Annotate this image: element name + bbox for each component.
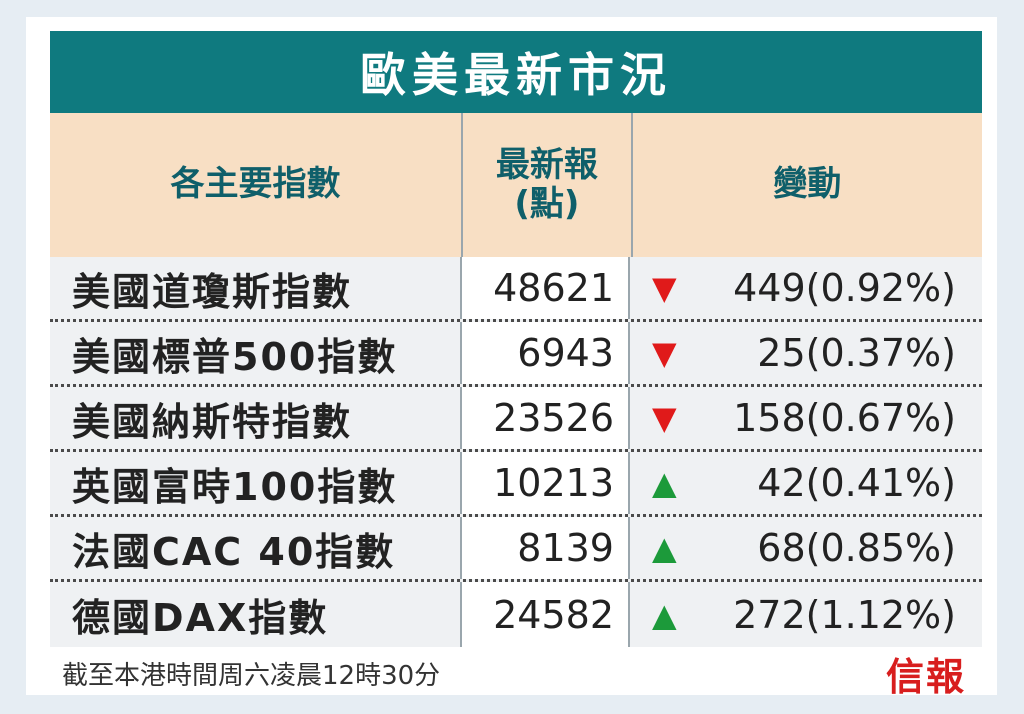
page-title: 歐美最新市況 [360,48,672,102]
title-bar: 歐美最新市況 [50,31,982,113]
table-body: 美國道瓊斯指數 48621 ▼ 449(0.92%) 美國標普500指數 694… [50,257,982,647]
change-text: 42(0.41%) [757,461,956,505]
footnote: 截至本港時間周六凌晨12時30分 [62,660,441,691]
direction-arrow-icon: ▲ [652,595,677,634]
index-change: ▲ 42(0.41%) [630,452,982,514]
table-row: 美國道瓊斯指數 48621 ▼ 449(0.92%) [50,257,982,322]
index-value: 48621 [462,257,630,319]
index-value: 10213 [462,452,630,514]
index-change: ▼ 25(0.37%) [630,322,982,384]
direction-arrow-icon: ▼ [652,334,677,372]
index-change: ▲ 272(1.12%) [630,582,982,647]
footer: 截至本港時間周六凌晨12時30分 信報 [50,647,982,699]
index-name: 美國道瓊斯指數 [50,257,462,319]
table-row: 美國納斯特指數 23526 ▼ 158(0.67%) [50,387,982,452]
direction-arrow-icon: ▲ [652,529,677,567]
header-latest: 最新報 (點) [463,113,633,257]
index-change: ▼ 158(0.67%) [630,387,982,449]
header-index: 各主要指數 [50,113,464,257]
index-name: 英國富時100指數 [50,452,462,514]
change-text: 449(0.92%) [733,266,956,310]
index-name: 美國標普500指數 [50,322,462,384]
index-name: 德國DAX指數 [50,582,462,647]
change-text: 272(1.12%) [733,592,956,637]
direction-arrow-icon: ▼ [652,399,677,437]
hkej-logo: 信報 [885,653,966,699]
market-table: 歐美最新市況 各主要指數 最新報 (點) 變動 美國道瓊斯指數 48621 ▼ … [50,31,982,699]
change-text: 25(0.37%) [757,331,956,375]
index-change: ▲ 68(0.85%) [630,517,982,579]
change-text: 158(0.67%) [733,396,956,440]
index-value: 8139 [462,517,630,579]
table-row: 法國CAC 40指數 8139 ▲ 68(0.85%) [50,517,982,582]
index-change: ▼ 449(0.92%) [630,257,982,319]
header-latest-line1: 最新報 [495,144,598,185]
index-name: 美國納斯特指數 [50,387,462,449]
direction-arrow-icon: ▼ [652,269,677,307]
header-change: 變動 [773,164,842,205]
direction-arrow-icon: ▲ [652,464,677,502]
index-value: 24582 [462,582,630,647]
table-row: 美國標普500指數 6943 ▼ 25(0.37%) [50,322,982,387]
index-name: 法國CAC 40指數 [50,517,462,579]
index-value: 23526 [462,387,630,449]
table-row: 英國富時100指數 10213 ▲ 42(0.41%) [50,452,982,517]
table-header: 各主要指數 最新報 (點) 變動 [50,113,982,257]
table-row: 德國DAX指數 24582 ▲ 272(1.12%) [50,582,982,647]
change-text: 68(0.85%) [757,526,956,570]
header-latest-line2: (點) [514,184,580,224]
index-value: 6943 [462,322,630,384]
